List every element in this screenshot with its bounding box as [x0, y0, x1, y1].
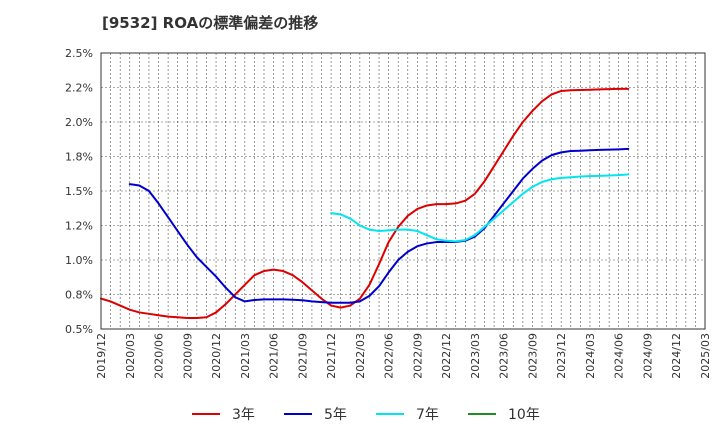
x-tick-label: 2023/03	[469, 333, 482, 379]
x-tick-label: 2021/03	[239, 333, 252, 379]
series-line-5年	[128, 147, 630, 304]
x-tick-label: 2020/06	[153, 333, 166, 379]
x-tick-label: 2019/12	[95, 333, 108, 379]
y-tick-label: 1.8%	[65, 151, 93, 164]
y-tick-label: 2.2%	[65, 82, 93, 95]
legend-label-3年: 3年	[232, 407, 255, 423]
y-tick-label: 0.5%	[65, 323, 93, 336]
legend-label-7年: 7年	[416, 407, 439, 423]
legend-label-10年: 10年	[508, 407, 540, 423]
x-tick-label: 2024/09	[641, 333, 654, 379]
x-tick-label: 2023/06	[498, 333, 511, 379]
y-tick-label: 0.8%	[65, 289, 93, 302]
legend: 3年 5年 7年 10年	[192, 407, 540, 423]
x-tick-label: 2022/09	[411, 333, 424, 379]
x-tick-label: 2025/03	[699, 333, 712, 379]
x-tick-label: 2022/06	[383, 333, 396, 379]
series-line-7年	[330, 173, 630, 243]
x-tick-label: 2020/12	[210, 333, 223, 379]
legend-label-5年: 5年	[324, 407, 347, 423]
series-line-3年	[100, 87, 630, 319]
y-tick-label: 1.5%	[65, 185, 93, 198]
x-tick-label: 2023/09	[526, 333, 539, 379]
x-tick-label: 2020/09	[181, 333, 194, 379]
plot-border	[100, 52, 706, 330]
y-tick-label: 2.0%	[65, 116, 93, 129]
x-tick-label: 2021/06	[268, 333, 281, 379]
y-axis: 0.5% 0.8% 1.0% 1.2% 1.5% 1.8% 2.0% 2.2% 2.5%	[65, 47, 93, 336]
x-tick-label: 2023/12	[555, 333, 568, 379]
x-tick-label: 2021/09	[296, 333, 309, 379]
y-tick-label: 1.0%	[65, 254, 93, 267]
x-tick-label: 2024/12	[670, 333, 683, 379]
series-layer	[100, 87, 630, 319]
grid-layer	[101, 53, 705, 329]
x-axis: 2019/12 2020/03 2020/06 2020/09 2020/12 2021/…	[95, 333, 712, 379]
x-tick-label: 2024/03	[584, 333, 597, 379]
y-tick-label: 1.2%	[65, 220, 93, 233]
x-tick-label: 2022/12	[440, 333, 453, 379]
x-tick-label: 2020/03	[124, 333, 137, 379]
chart-title: [9532] ROAの標準偏差の推移	[102, 14, 319, 32]
x-tick-label: 2024/06	[613, 333, 626, 379]
x-tick-label: 2022/03	[354, 333, 367, 379]
x-tick-label: 2021/12	[325, 333, 338, 379]
y-tick-label: 2.5%	[65, 47, 93, 60]
